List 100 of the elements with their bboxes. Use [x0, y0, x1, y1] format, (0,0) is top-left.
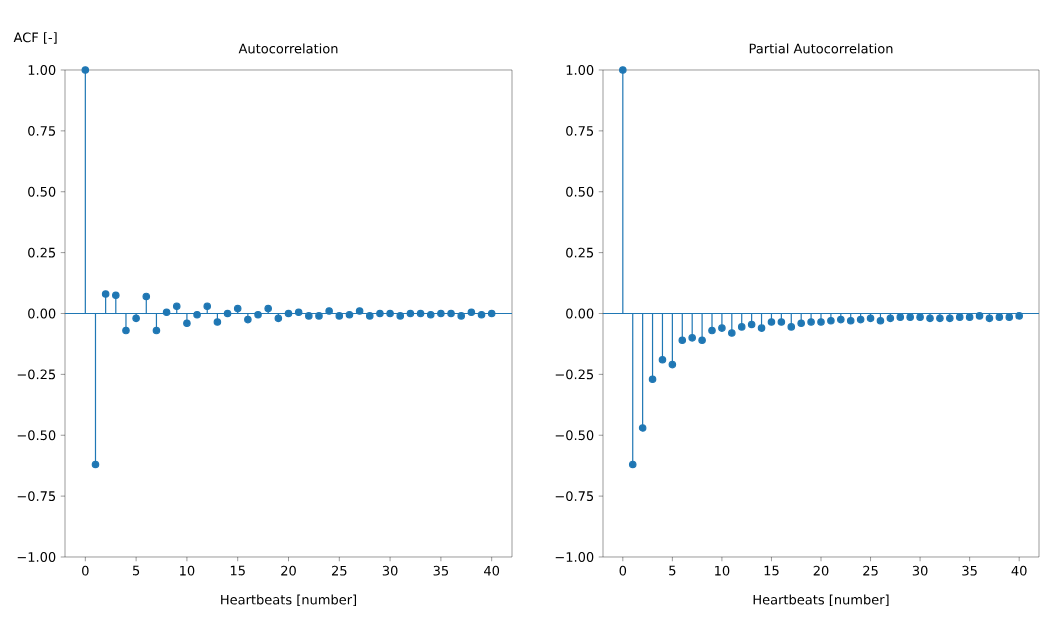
- x-tick-label: 25: [331, 565, 347, 576]
- point: [203, 302, 212, 310]
- point: [142, 292, 151, 301]
- point: [447, 309, 455, 318]
- point: [946, 314, 954, 323]
- point: [305, 312, 313, 320]
- point: [132, 314, 140, 323]
- point: [335, 312, 344, 320]
- point: [1005, 313, 1014, 321]
- x-tick-label: 30: [382, 565, 398, 576]
- y-tick-label: 1.00: [28, 65, 56, 75]
- point: [112, 291, 120, 300]
- y-tick-label: −0.75: [17, 491, 56, 502]
- point: [101, 290, 110, 298]
- point: [437, 309, 445, 318]
- y-tick-label: −0.25: [555, 369, 594, 380]
- x-tick-label: 30: [912, 565, 928, 576]
- point: [807, 318, 815, 326]
- point: [628, 460, 637, 469]
- x-tick-label: 5: [669, 565, 676, 576]
- point: [767, 318, 776, 326]
- x-tick-label: 5: [132, 565, 140, 576]
- point: [866, 314, 875, 323]
- y-tick-label: −0.50: [17, 430, 56, 441]
- point: [708, 326, 716, 335]
- y-tick-label: 1.00: [566, 65, 594, 75]
- x-tick-label: 10: [715, 565, 730, 576]
- point: [926, 314, 934, 323]
- point: [698, 336, 706, 345]
- y-tick-label: −0.25: [17, 369, 56, 380]
- x-tick-label: 25: [863, 565, 878, 576]
- x-tick-label: 15: [764, 565, 779, 576]
- point: [817, 318, 825, 326]
- point: [345, 310, 354, 319]
- point: [916, 313, 924, 321]
- point: [648, 375, 657, 384]
- point: [81, 66, 90, 74]
- y-tick-label: −0.50: [555, 430, 594, 441]
- point: [975, 312, 984, 320]
- point: [416, 309, 425, 318]
- point: [728, 329, 736, 337]
- point: [406, 309, 415, 318]
- point: [846, 316, 855, 325]
- point: [193, 310, 201, 319]
- point: [122, 326, 130, 335]
- point: [223, 309, 232, 318]
- point: [936, 314, 944, 323]
- point: [376, 309, 384, 318]
- x-axis-title: Heartbeats [number]: [221, 594, 357, 607]
- point: [737, 323, 746, 331]
- point: [896, 313, 905, 321]
- point: [172, 302, 181, 310]
- point: [856, 315, 865, 324]
- point: [487, 309, 496, 318]
- point: [274, 314, 283, 323]
- point: [787, 323, 796, 331]
- point: [995, 313, 1004, 321]
- point: [747, 320, 756, 329]
- y-tick-label: 0.00: [566, 308, 594, 319]
- point: [152, 326, 161, 335]
- x-tick-label: 35: [433, 565, 449, 576]
- y-tick-label: −0.75: [555, 491, 594, 502]
- point: [827, 316, 835, 325]
- x-tick-label: 20: [281, 565, 296, 576]
- point: [477, 310, 486, 319]
- point: [668, 360, 677, 369]
- y-tick-label: 0.25: [566, 247, 594, 258]
- point: [426, 310, 435, 319]
- point: [386, 309, 394, 318]
- y-axis-title: ACF [-]: [13, 32, 57, 44]
- point: [965, 313, 974, 321]
- point: [396, 312, 405, 320]
- y-tick-label: 0.75: [28, 125, 56, 136]
- point: [688, 334, 696, 342]
- point: [906, 313, 914, 321]
- x-tick-label: 15: [230, 565, 245, 576]
- point: [91, 460, 100, 469]
- point: [876, 316, 885, 325]
- point: [284, 309, 293, 318]
- chart-title: Partial Autocorrelation: [749, 43, 893, 54]
- x-axis-title: Heartbeats [number]: [753, 594, 889, 607]
- y-tick-label: 0.50: [566, 186, 594, 197]
- x-tick-label: 20: [813, 565, 829, 576]
- point: [467, 308, 476, 317]
- point: [678, 336, 687, 345]
- point: [254, 310, 262, 319]
- x-tick-label: 40: [484, 565, 500, 576]
- point: [955, 313, 964, 321]
- y-tick-label: −1.00: [17, 552, 56, 562]
- point: [1015, 312, 1023, 320]
- point: [718, 324, 726, 332]
- point: [658, 355, 667, 364]
- point: [457, 312, 466, 320]
- point: [365, 312, 374, 320]
- x-tick-label: 10: [180, 565, 195, 576]
- point: [213, 318, 222, 326]
- point: [638, 424, 647, 432]
- x-tick-label: 0: [619, 565, 627, 576]
- x-tick-label: 40: [1011, 565, 1027, 576]
- point: [264, 304, 272, 313]
